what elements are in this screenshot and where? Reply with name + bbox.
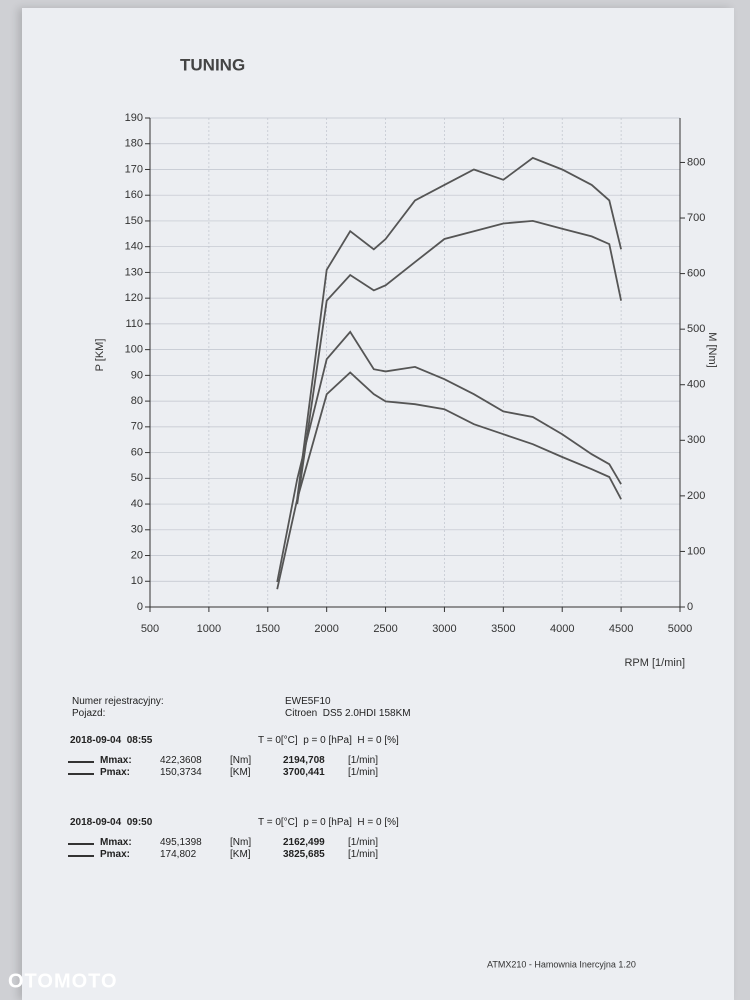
legend-line	[68, 843, 94, 845]
x-tick-label: 2000	[314, 623, 338, 635]
legend-line	[68, 773, 94, 775]
series-line	[276, 330, 622, 583]
y2-tick-label: 800	[687, 156, 705, 168]
x-tick-label: 4500	[609, 623, 633, 635]
run-cell: Mmax:	[100, 837, 132, 848]
run-cell: 3825,685	[283, 849, 325, 860]
y-tick-label: 140	[125, 241, 143, 253]
logo: TUNING	[180, 55, 245, 74]
vehicle-label: Pojazd:	[72, 708, 106, 719]
series-line	[276, 371, 622, 590]
run-cell: [KM]	[230, 767, 251, 778]
y-tick-label: 20	[131, 549, 143, 561]
run-cell: [KM]	[230, 849, 251, 860]
y-tick-label: 40	[131, 498, 143, 510]
run-cell: Pmax:	[100, 849, 131, 860]
run-cell: [1/min]	[348, 849, 379, 860]
run-cell: 422,3608	[160, 755, 202, 766]
y-tick-label: 100	[125, 344, 143, 356]
y2-tick-label: 200	[687, 490, 705, 502]
run-cell: Pmax:	[100, 767, 131, 778]
run-cell: [Nm]	[230, 837, 252, 848]
y-tick-label: 130	[125, 266, 143, 278]
run-cell: [1/min]	[348, 767, 379, 778]
y-tick-label: 90	[131, 369, 143, 381]
legend-line	[68, 855, 94, 857]
y-tick-label: 180	[125, 138, 143, 150]
reg: EWE5F10	[285, 696, 331, 707]
y-tick-label: 70	[131, 421, 143, 433]
y-tick-label: 80	[131, 395, 143, 407]
run-cell: [1/min]	[348, 837, 379, 848]
legend-line	[68, 761, 94, 763]
footer: ATMX210 - Hamownia Inercyjna 1.20	[487, 959, 636, 969]
run-date: 2018-09-04 08:55	[70, 735, 153, 746]
x-tick-label: 1500	[256, 623, 280, 635]
series-line	[296, 219, 622, 505]
run-cell: 174,802	[160, 849, 197, 860]
y-tick-label: 0	[137, 601, 143, 613]
run-conditions: T = 0[°C] p = 0 [hPa] H = 0 [%]	[258, 817, 399, 828]
run-cell: Mmax:	[100, 755, 132, 766]
y-tick-label: 150	[125, 215, 143, 227]
run-date: 2018-09-04 09:50	[70, 817, 153, 828]
y2-tick-label: 600	[687, 267, 705, 279]
run-cell: 3700,441	[283, 767, 325, 778]
watermark: OTOMOTO	[8, 970, 118, 992]
y-tick-label: 110	[125, 318, 143, 330]
x-axis-label: RPM [1/min]	[624, 657, 685, 669]
run-cell: 2162,499	[283, 837, 325, 848]
y2-tick-label: 500	[687, 323, 705, 335]
y-tick-label: 160	[125, 189, 143, 201]
y-tick-label: 50	[131, 472, 143, 484]
x-tick-label: 500	[141, 623, 159, 635]
x-tick-label: 3500	[491, 623, 515, 635]
x-tick-label: 2500	[373, 623, 397, 635]
x-tick-label: 1000	[197, 623, 221, 635]
run-cell: [1/min]	[348, 755, 379, 766]
run-conditions: T = 0[°C] p = 0 [hPa] H = 0 [%]	[258, 735, 399, 746]
y2-tick-label: 700	[687, 212, 705, 224]
series-line	[296, 156, 622, 500]
y-tick-label: 30	[131, 524, 143, 536]
y2-tick-label: 100	[687, 545, 705, 557]
vehicle: Citroen DS5 2.0HDI 158KM	[285, 708, 411, 719]
y2-tick-label: 300	[687, 434, 705, 446]
y2-tick-label: 400	[687, 379, 705, 391]
run-cell: 150,3734	[160, 767, 202, 778]
run-cell: 2194,708	[283, 755, 325, 766]
y-tick-label: 60	[131, 446, 143, 458]
y-axis-label: P [KM]	[94, 339, 106, 372]
y-tick-label: 190	[125, 112, 143, 124]
run-cell: 495,1398	[160, 837, 202, 848]
y-tick-label: 170	[125, 163, 143, 175]
y-tick-label: 120	[125, 292, 143, 304]
y2-axis-label: M [Nm]	[706, 332, 718, 367]
x-tick-label: 3000	[432, 623, 456, 635]
y2-tick-label: 0	[687, 601, 693, 613]
x-tick-label: 4000	[550, 623, 574, 635]
reg-label: Numer rejestracyjny:	[72, 696, 164, 707]
run-cell: [Nm]	[230, 755, 252, 766]
y-tick-label: 10	[131, 575, 143, 587]
x-tick-label: 5000	[668, 623, 692, 635]
